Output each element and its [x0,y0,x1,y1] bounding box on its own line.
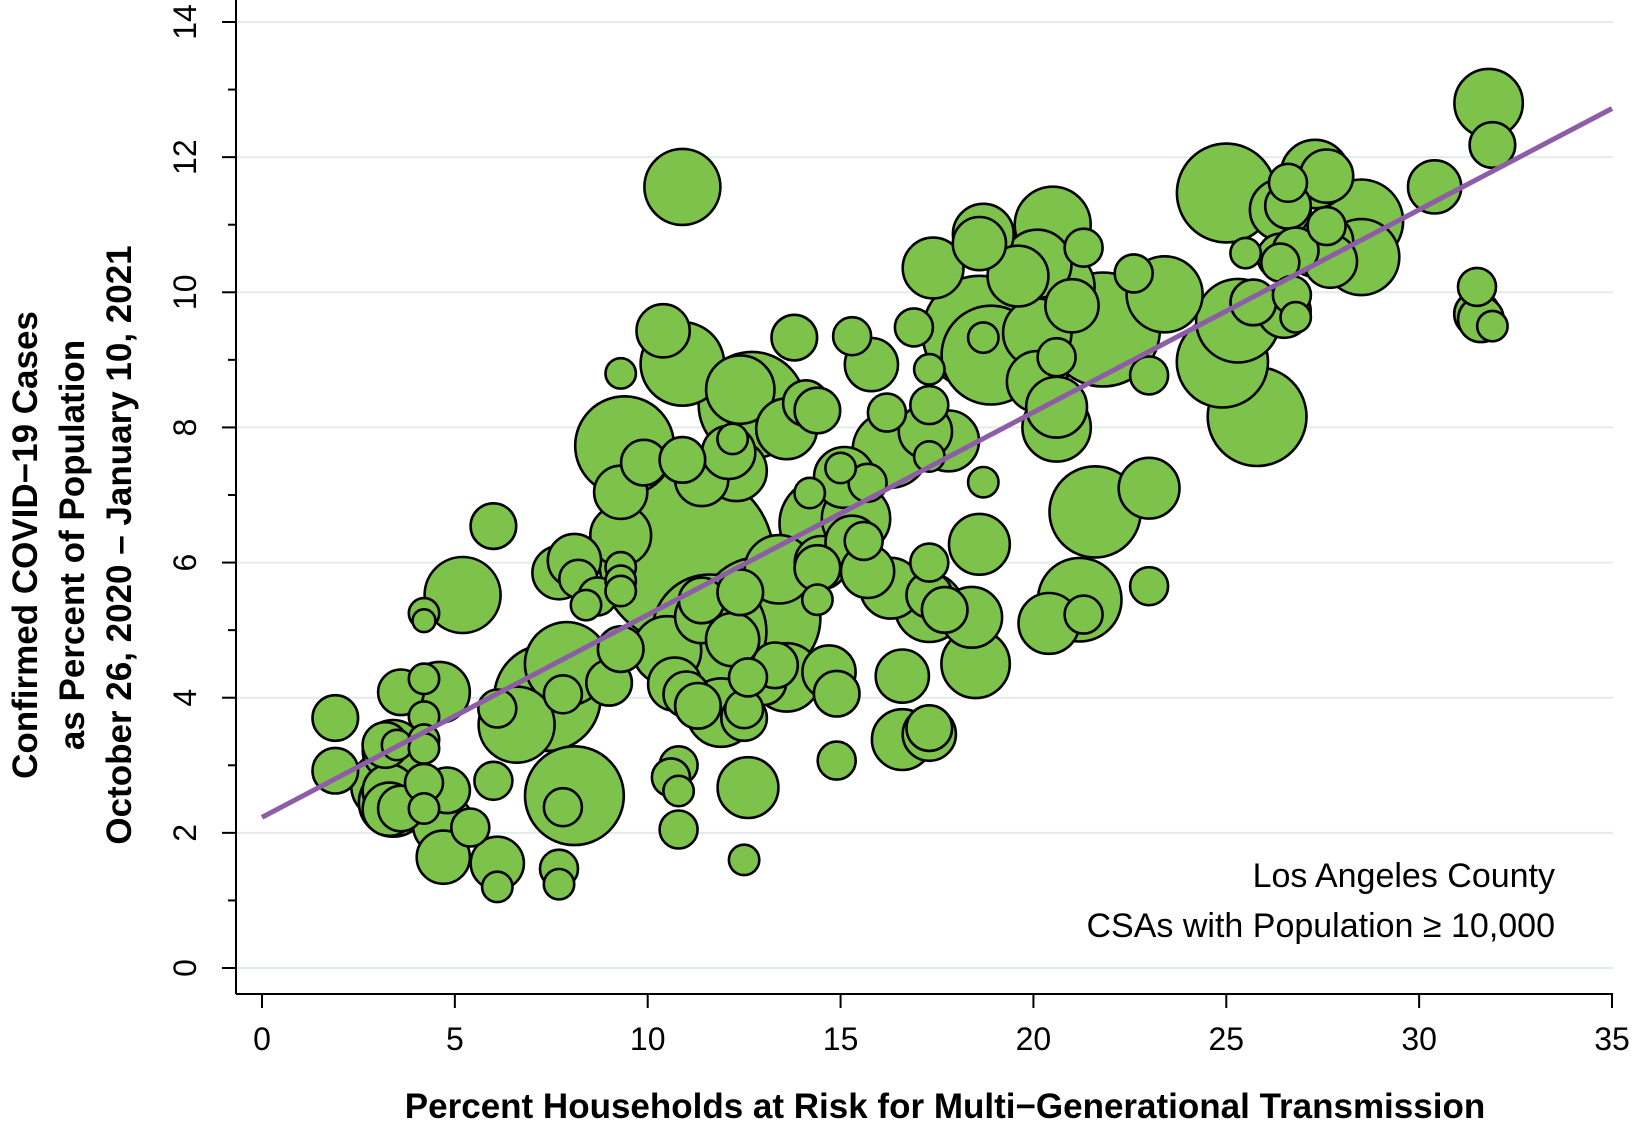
data-point [893,307,935,348]
data-point [908,384,950,426]
data-point [643,147,722,227]
x-tick-label: 30 [1401,1021,1437,1057]
data-point [1456,266,1498,308]
data-point [908,542,950,583]
axes [235,0,1613,995]
data-point [951,215,1008,272]
x-axis-title: Percent Households at Risk for Multi−Gen… [405,1087,1485,1126]
data-point [469,501,518,551]
data-point [1063,227,1104,268]
data-point [673,681,723,730]
data-point [920,585,969,635]
data-point [658,809,699,850]
data-point [800,583,834,617]
data-point [966,321,1000,355]
y-tick-label: 4 [167,689,203,707]
annotation-line-1: Los Angeles County [1253,857,1555,895]
data-point [1128,355,1170,396]
data-point [1128,565,1170,607]
data-point [727,657,769,698]
x-tick-label: 10 [630,1021,666,1057]
data-point [716,755,780,820]
data-point [311,693,360,743]
x-tick-label: 15 [823,1021,859,1057]
data-point [423,555,502,635]
y-tick-label: 0 [167,959,203,977]
data-point [604,574,638,608]
data-point [1475,309,1509,343]
x-tick-label: 25 [1208,1021,1244,1057]
y-axis-title-line-2: as Percent of Population [53,340,92,750]
data-point [866,392,908,433]
y-tick-label: 8 [167,419,203,437]
data-point [1267,162,1309,204]
data-point [407,791,441,825]
data-point [716,422,750,456]
data-point [407,662,441,696]
data-point [912,352,946,386]
data-point [1279,300,1313,334]
x-tick-label: 0 [253,1021,271,1057]
data-point [449,807,491,848]
data-point [662,774,696,808]
data-point [569,588,603,622]
data-point [1063,594,1104,635]
y-tick-label: 10 [167,274,203,310]
data-point [542,867,576,901]
y-ticks: 0 2 4 6 8 10 12 14 [167,4,236,977]
y-tick-label: 2 [167,824,203,842]
data-point [966,465,1000,499]
data-point [604,356,638,390]
data-point [793,476,827,510]
data-point [793,386,842,435]
annotation-line-2: CSAs with Population ≥ 10,000 [1087,907,1556,945]
data-point [1406,158,1463,215]
data-point [831,315,873,357]
data-point [635,302,692,359]
fit-line [260,106,1614,820]
data-point [473,760,514,802]
data-point [947,512,1012,576]
data-point [816,740,858,781]
x-tick-label: 5 [446,1021,464,1057]
data-point [986,244,1050,308]
data-point [1044,277,1100,334]
data-point [596,624,645,674]
data-point [542,673,584,715]
x-ticks: 0 5 10 15 20 25 30 35 [253,994,1630,1057]
y-axis-title: Confirmed COVID−19 Cases as Percent of P… [6,245,139,844]
y-tick-label: 14 [167,4,203,40]
x-tick-label: 20 [1016,1021,1052,1057]
data-point [812,669,861,718]
data-point [843,520,885,562]
y-axis-title-line-3: October 26, 2020 – January 10, 2021 [100,245,139,844]
data-point [874,648,931,705]
data-point [770,313,819,362]
data-point [1306,205,1347,247]
data-point [542,786,584,828]
data-points [311,67,1525,904]
data-point [824,451,858,485]
data-point [727,843,761,877]
data-point [1468,120,1517,170]
data-point [415,829,472,886]
data-point [704,354,776,426]
data-point [1024,375,1089,439]
y-axis-title-line-1: Confirmed COVID−19 Cases [6,311,45,779]
data-point [411,607,437,634]
data-point [1113,253,1154,294]
data-point [658,435,707,485]
y-tick-label: 6 [167,554,203,572]
data-point [1229,236,1263,270]
data-point [1117,456,1181,520]
data-point [905,703,954,753]
data-point [480,870,514,904]
data-point [901,236,965,300]
x-tick-label: 35 [1594,1021,1630,1057]
data-point [1036,336,1077,378]
y-tick-label: 12 [167,139,203,175]
data-point [716,568,765,617]
